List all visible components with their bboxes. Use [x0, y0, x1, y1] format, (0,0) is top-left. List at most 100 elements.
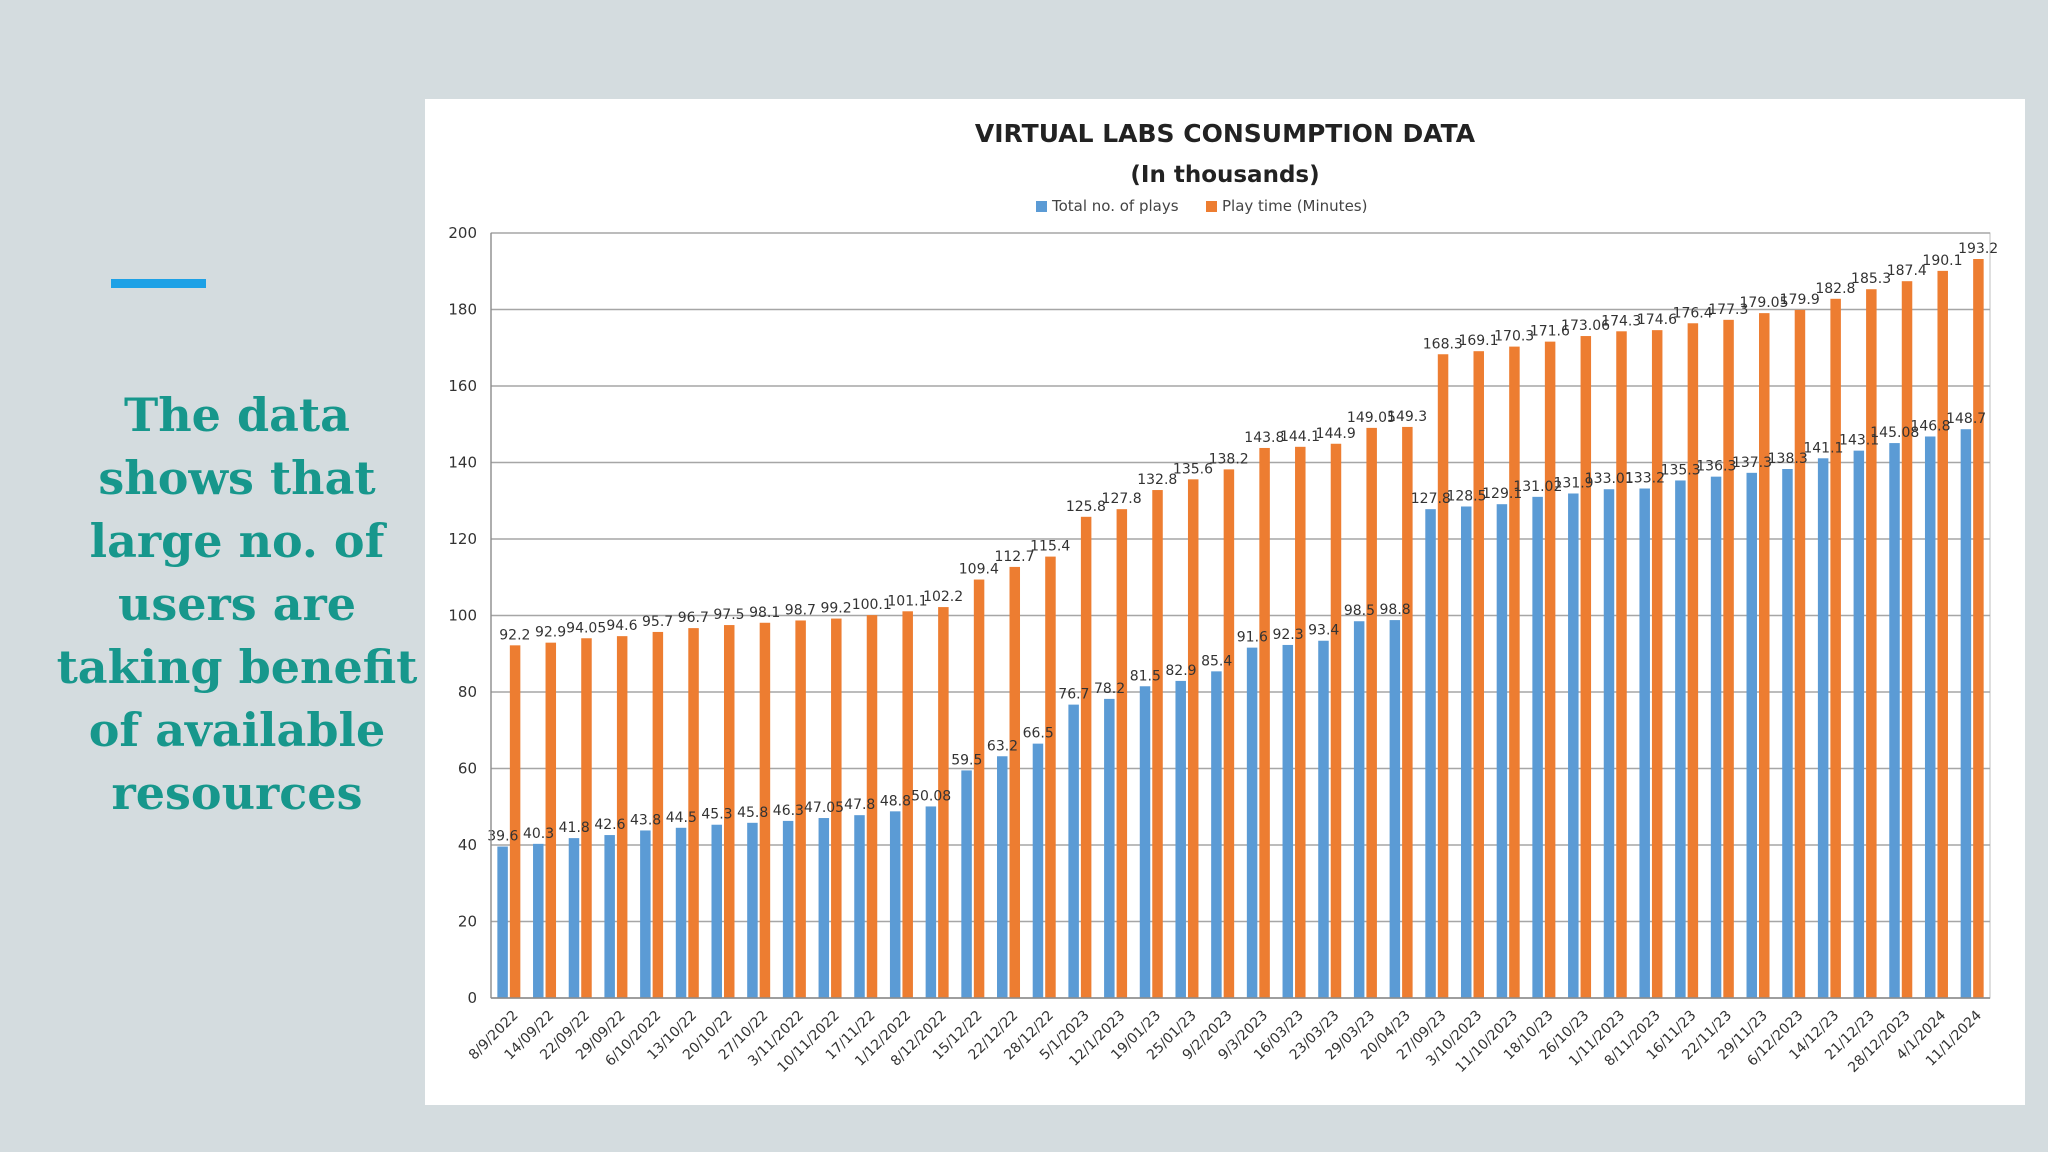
- data-label-total-plays: 47.05: [804, 800, 844, 816]
- data-label-play-time: 149.05: [1347, 410, 1396, 426]
- y-tick-label: 80: [458, 683, 477, 701]
- bar-play-time: [1794, 309, 1806, 998]
- data-label-play-time: 115.4: [1030, 539, 1070, 555]
- bar-total-plays: [1460, 506, 1472, 998]
- bar-total-plays: [1246, 647, 1258, 998]
- data-label-play-time: 132.8: [1137, 472, 1177, 488]
- bar-total-plays: [997, 756, 1008, 998]
- bar-play-time: [1544, 341, 1556, 998]
- data-label-play-time: 193.2: [1958, 241, 1998, 257]
- bar-play-time: [938, 607, 949, 998]
- data-label-play-time: 97.5: [713, 607, 744, 623]
- data-label-total-plays: 81.5: [1130, 668, 1161, 684]
- y-tick-label: 140: [448, 454, 477, 472]
- bar-total-plays: [1389, 620, 1401, 998]
- bar-play-time: [1973, 259, 1984, 998]
- accent-bar: [111, 279, 206, 288]
- data-label-total-plays: 127.8: [1411, 491, 1451, 507]
- bar-play-time: [973, 579, 985, 998]
- bar-play-time: [1116, 509, 1128, 998]
- data-label-total-plays: 98.8: [1380, 602, 1411, 618]
- legend-label-plays: Total no. of plays: [1051, 197, 1179, 215]
- data-label-play-time: 144.1: [1280, 429, 1320, 445]
- bar-play-time: [1080, 516, 1092, 998]
- data-label-total-plays: 145.08: [1870, 425, 1919, 441]
- data-label-total-plays: 45.3: [701, 807, 732, 823]
- bar-play-time: [1295, 446, 1306, 998]
- bar-total-plays: [1675, 480, 1686, 998]
- data-label-total-plays: 137.3: [1732, 455, 1772, 471]
- bar-total-plays: [497, 846, 508, 998]
- data-label-play-time: 169.1: [1458, 333, 1498, 349]
- y-tick-label: 40: [458, 836, 477, 854]
- bar-play-time: [795, 620, 806, 998]
- y-tick-label: 200: [448, 224, 477, 242]
- data-label-play-time: 112.7: [994, 549, 1034, 565]
- data-label-play-time: 98.7: [785, 602, 816, 618]
- bar-play-time: [1009, 566, 1021, 998]
- bar-play-time: [1366, 427, 1377, 998]
- data-label-play-time: 94.6: [606, 618, 637, 634]
- data-label-play-time: 125.8: [1066, 499, 1106, 515]
- data-label-play-time: 149.3: [1387, 409, 1427, 425]
- bar-total-plays: [1353, 621, 1365, 998]
- data-label-total-plays: 50.08: [911, 788, 951, 804]
- y-tick-label: 100: [448, 607, 477, 625]
- data-label-play-time: 92.9: [535, 625, 566, 641]
- data-label-play-time: 174.6: [1637, 312, 1677, 328]
- bar-total-plays: [1782, 469, 1793, 998]
- data-label-play-time: 170.3: [1494, 329, 1534, 345]
- y-tick-label: 180: [448, 301, 477, 319]
- bar-total-plays: [818, 818, 830, 998]
- data-label-play-time: 171.6: [1530, 324, 1570, 340]
- data-label-total-plays: 92.3: [1272, 627, 1303, 643]
- data-label-play-time: 187.4: [1887, 263, 1927, 279]
- data-label-play-time: 101.1: [887, 593, 927, 609]
- bar-play-time: [1330, 443, 1342, 998]
- bar-total-plays: [925, 806, 937, 998]
- data-label-total-plays: 76.7: [1058, 687, 1089, 703]
- y-tick-label: 160: [448, 377, 477, 395]
- chart-subtitle: (In thousands): [1130, 162, 1319, 188]
- bar-play-time: [1616, 331, 1627, 998]
- y-tick-label: 20: [458, 913, 477, 931]
- bar-total-plays: [889, 811, 901, 998]
- slide-body-text: The data shows that large no. of users a…: [56, 388, 418, 820]
- data-label-play-time: 174.3: [1601, 313, 1641, 329]
- data-label-total-plays: 141.1: [1803, 440, 1843, 456]
- bar-total-plays: [1175, 680, 1186, 998]
- bar-play-time: [616, 636, 628, 998]
- bar-total-plays: [604, 835, 615, 998]
- data-label-total-plays: 148.7: [1946, 411, 1986, 427]
- data-label-play-time: 144.9: [1316, 426, 1356, 442]
- data-label-play-time: 185.3: [1851, 271, 1891, 287]
- bar-total-plays: [1568, 493, 1579, 998]
- y-tick-label: 60: [458, 760, 477, 778]
- data-label-play-time: 94.05: [566, 620, 606, 636]
- data-label-total-plays: 39.6: [487, 829, 518, 845]
- data-label-total-plays: 48.8: [880, 793, 911, 809]
- data-label-play-time: 99.2: [820, 601, 851, 617]
- data-label-total-plays: 44.5: [666, 810, 697, 826]
- bar-play-time: [902, 611, 913, 998]
- data-label-total-plays: 42.6: [594, 817, 625, 833]
- data-label-total-plays: 136.3: [1696, 459, 1736, 475]
- bar-play-time: [759, 622, 771, 998]
- bar-play-time: [545, 642, 557, 998]
- data-label-total-plays: 98.5: [1344, 603, 1375, 619]
- data-label-play-time: 176.4: [1673, 305, 1713, 321]
- bar-total-plays: [1817, 458, 1829, 999]
- data-label-play-time: 182.8: [1815, 281, 1855, 297]
- data-label-total-plays: 78.2: [1094, 681, 1125, 697]
- consumption-bar-chart: VIRTUAL LABS CONSUMPTION DATA (In thousa…: [448, 119, 1998, 1076]
- bar-total-plays: [1139, 686, 1151, 998]
- bar-total-plays: [533, 843, 544, 998]
- data-label-total-plays: 85.4: [1201, 653, 1232, 669]
- bar-total-plays: [1746, 472, 1758, 998]
- data-label-total-plays: 143.1: [1839, 433, 1879, 449]
- bar-total-plays: [1889, 443, 1900, 999]
- data-label-play-time: 179.9: [1780, 292, 1820, 308]
- bar-total-plays: [1496, 504, 1508, 998]
- bar-play-time: [1866, 289, 1877, 998]
- bar-play-time: [1830, 298, 1841, 998]
